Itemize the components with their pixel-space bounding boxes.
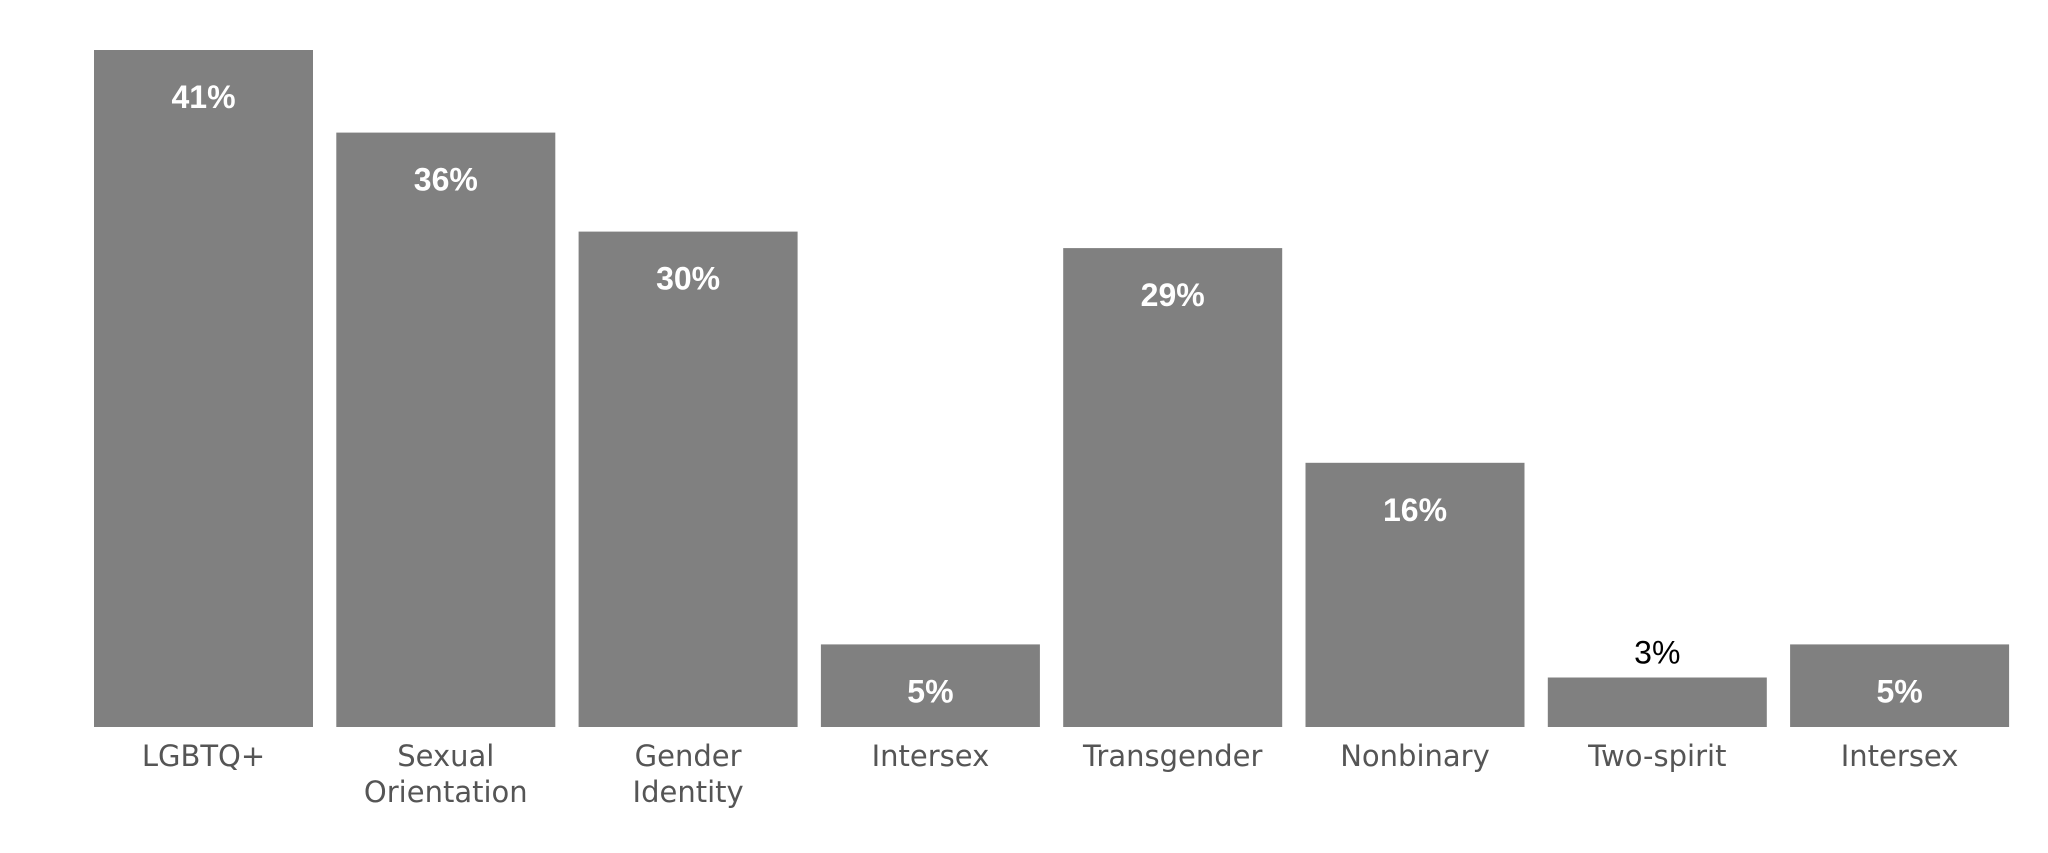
bar-2	[578, 231, 798, 727]
bar-value-label-4: 29%	[1141, 277, 1205, 313]
category-label-1-line-1: Orientation	[364, 775, 528, 809]
category-label-3-line-0: Intersex	[872, 739, 990, 773]
category-label-7-line-0: Intersex	[1841, 739, 1959, 773]
category-label-1-line-0: Sexual	[397, 739, 494, 773]
bar-6	[1547, 677, 1767, 727]
category-label-2: Gender Identity	[633, 739, 744, 809]
category-label-7: Intersex	[1841, 739, 1959, 773]
category-labels-group: LGBTQ+ Sexual Orientation Gender Identity Int…	[142, 739, 1959, 809]
category-label-1: Sexual Orientation	[364, 739, 528, 809]
category-label-3: Intersex	[872, 739, 990, 773]
category-label-5: Nonbinary	[1340, 739, 1490, 773]
bar-3	[820, 644, 1040, 727]
bar-value-label-3: 5%	[907, 673, 953, 709]
bar-value-label-1: 36%	[414, 162, 478, 198]
bar-value-label-7: 5%	[1876, 673, 1922, 709]
bar-4	[1063, 248, 1283, 727]
category-label-5-line-0: Nonbinary	[1340, 739, 1490, 773]
bar-0	[94, 50, 313, 727]
bar-value-label-0: 41%	[171, 79, 235, 115]
bar-value-label-5: 16%	[1383, 492, 1447, 528]
bar-value-label-6: 3%	[1634, 635, 1680, 671]
category-label-6: Two-spirit	[1587, 739, 1726, 773]
category-label-6-line-0: Two-spirit	[1587, 739, 1726, 773]
value-labels-group: 41% 36% 30% 5% 29% 16% 3% 5%	[171, 79, 1922, 709]
category-label-4: Transgender	[1082, 739, 1263, 773]
bar-1	[336, 132, 556, 728]
category-label-0-line-0: LGBTQ+	[142, 739, 265, 773]
bars-group	[94, 50, 2010, 728]
bar-value-label-2: 30%	[656, 261, 720, 297]
category-label-0: LGBTQ+	[142, 739, 265, 773]
category-label-2-line-1: Identity	[633, 775, 744, 809]
category-label-4-line-0: Transgender	[1082, 739, 1263, 773]
category-label-2-line-0: Gender	[635, 739, 742, 773]
bar-7	[1790, 644, 2010, 727]
bar-5	[1305, 462, 1525, 727]
